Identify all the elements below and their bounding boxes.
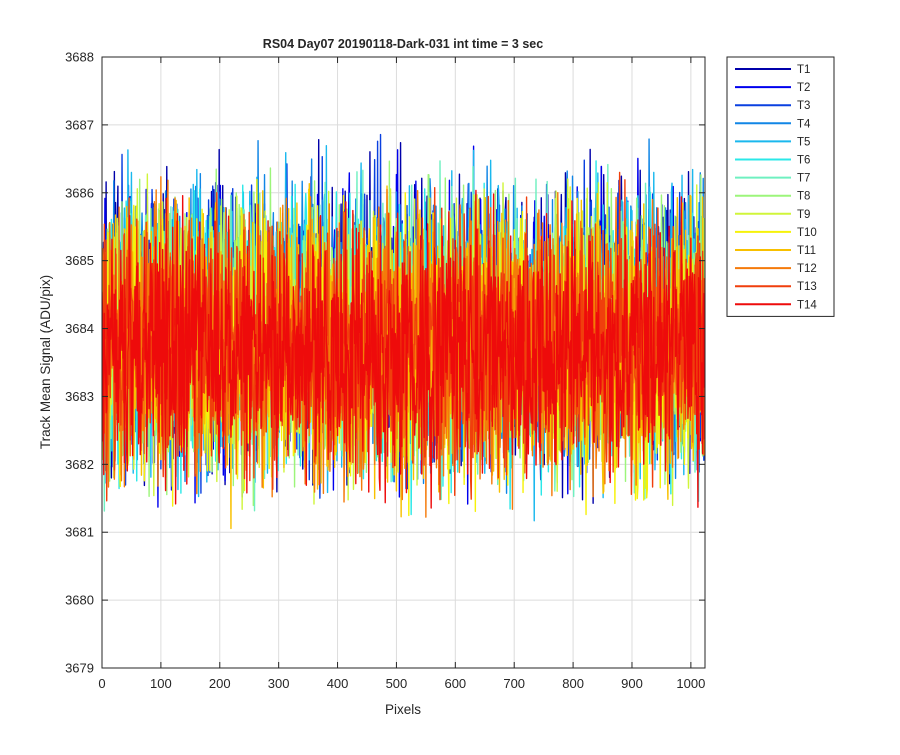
y-tick-label: 3681 xyxy=(65,525,94,540)
y-tick-label: 3687 xyxy=(65,117,94,132)
x-tick-label: 300 xyxy=(268,676,290,691)
x-tick-label: 800 xyxy=(562,676,584,691)
y-tick-label: 3679 xyxy=(65,661,94,676)
y-tick-label: 3680 xyxy=(65,593,94,608)
x-tick-label: 400 xyxy=(327,676,349,691)
y-tick-label: 3686 xyxy=(65,185,94,200)
legend-label-t5: T5 xyxy=(797,136,810,148)
chart-title: RS04 Day07 20190118-Dark-031 int time = … xyxy=(263,37,543,51)
x-tick-label: 1000 xyxy=(676,676,705,691)
x-tick-label: 100 xyxy=(150,676,172,691)
legend-label-t2: T2 xyxy=(797,82,810,94)
x-tick-label: 200 xyxy=(209,676,231,691)
series-layer xyxy=(102,133,705,530)
series-line-t14 xyxy=(102,189,705,509)
tick-labels: 0 100 200 300 400 500 600 700 800 900 1000 3679 3680… xyxy=(65,50,705,692)
legend-label-t1: T1 xyxy=(797,64,810,76)
legend-label-t4: T4 xyxy=(797,118,811,130)
y-tick-label: 3682 xyxy=(65,457,94,472)
x-tick-label: 500 xyxy=(386,676,408,691)
legend-label-t8: T8 xyxy=(797,191,810,203)
x-tick-label: 0 xyxy=(98,676,105,691)
x-tick-label: 700 xyxy=(503,676,525,691)
x-axis-label: Pixels xyxy=(385,702,421,717)
axes xyxy=(101,56,706,669)
legend-label-t3: T3 xyxy=(797,100,810,112)
y-tick-label: 3688 xyxy=(65,50,94,65)
axes-box xyxy=(101,56,706,669)
y-axis-label: Track Mean Signal (ADU/pix) xyxy=(38,275,53,449)
x-tick-label: 900 xyxy=(621,676,643,691)
legend-box xyxy=(726,56,835,317)
legend-label-t6: T6 xyxy=(797,155,810,167)
y-tick-label: 3684 xyxy=(65,321,94,336)
legend-label-t11: T11 xyxy=(797,245,816,257)
legend-label-t13: T13 xyxy=(797,281,817,293)
x-tick-label: 600 xyxy=(444,676,466,691)
y-tick-label: 3685 xyxy=(65,253,94,268)
legend-label-t7: T7 xyxy=(797,173,810,185)
legend-label-t12: T12 xyxy=(797,263,817,275)
legend: T1 T2 T3 T4 T5 T6 T7 T8 T9 T10 T11 T12 T13 T14 xyxy=(726,56,835,317)
legend-label-t10: T10 xyxy=(797,227,817,239)
legend-label-t14: T14 xyxy=(797,299,817,311)
legend-label-t9: T9 xyxy=(797,209,810,221)
y-tick-label: 3683 xyxy=(65,389,94,404)
